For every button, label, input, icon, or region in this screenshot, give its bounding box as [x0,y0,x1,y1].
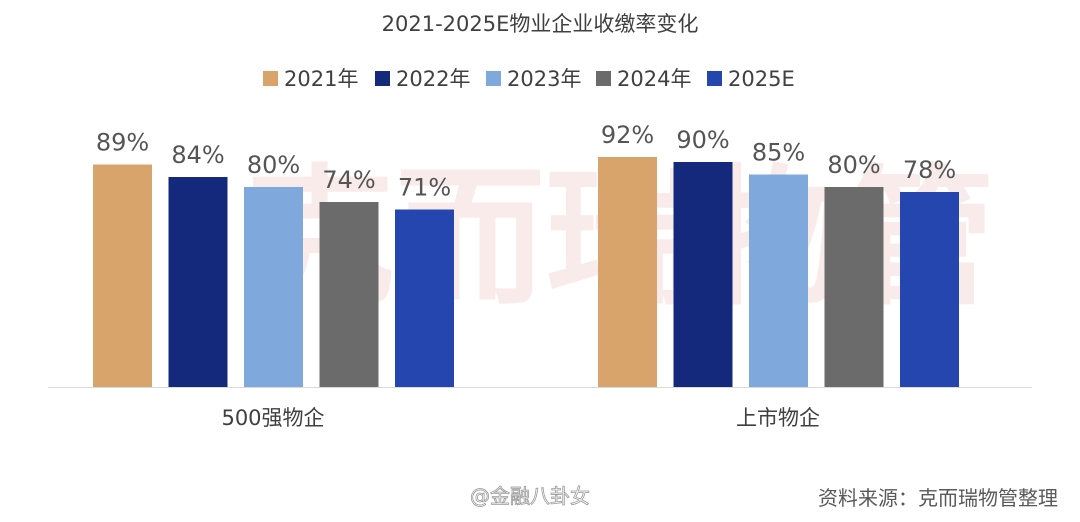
bar-2023年-上市物企 [749,174,808,387]
bar-2023年-500强物企 [244,187,303,387]
legend-item: 2025E [707,67,795,91]
legend-swatch [596,71,611,86]
legend: 2021年 2022年 2023年 2024年 2025E [263,67,795,91]
bar-2021年-上市物企 [598,157,657,387]
legend-item: 2023年 [486,67,581,91]
bars [93,157,959,387]
bar-2025E-上市物企 [900,192,959,387]
legend-label: 2022年 [396,67,470,91]
legend-label: 2024年 [617,67,691,91]
bar-2022年-上市物企 [673,162,733,387]
data-labels: 89% 92% 84% 90% 80% 85% 74% 80% 71% 78% [96,121,956,202]
legend-swatch [263,71,278,86]
legend-swatch [486,71,501,86]
data-label: 84% [171,141,224,169]
bar-2024年-上市物企 [824,187,884,387]
bar-2024年-500强物企 [319,202,379,387]
data-label: 92% [601,121,654,149]
bar-2021年-500强物企 [93,164,152,387]
source-note: 资料来源：克而瑞物管整理 [818,486,1058,510]
legend-label: 2021年 [284,67,358,91]
data-label: 80% [247,151,300,179]
data-label: 85% [752,139,805,167]
data-label: 74% [322,166,375,194]
weibo-watermark: @金融八卦女 [470,484,590,508]
legend-item: 2024年 [596,67,691,91]
category-label: 上市物企 [736,406,820,430]
data-label: 78% [903,156,956,184]
legend-label: 2023年 [507,67,581,91]
bar-2022年-500强物企 [168,177,228,387]
legend-item: 2022年 [375,67,470,91]
legend-swatch [707,71,722,86]
legend-item: 2021年 [263,67,358,91]
legend-label: 2025E [728,67,795,91]
bar-2025E-500强物企 [395,209,454,387]
data-label: 89% [96,129,149,157]
chart-title: 2021-2025E物业企业收缴率变化 [382,12,699,36]
data-label: 90% [676,126,729,154]
category-labels: 500强物企 上市物企 [221,406,820,430]
data-label: 71% [398,174,451,202]
legend-swatch [375,71,390,86]
category-label: 500强物企 [221,406,324,430]
data-label: 80% [827,151,880,179]
